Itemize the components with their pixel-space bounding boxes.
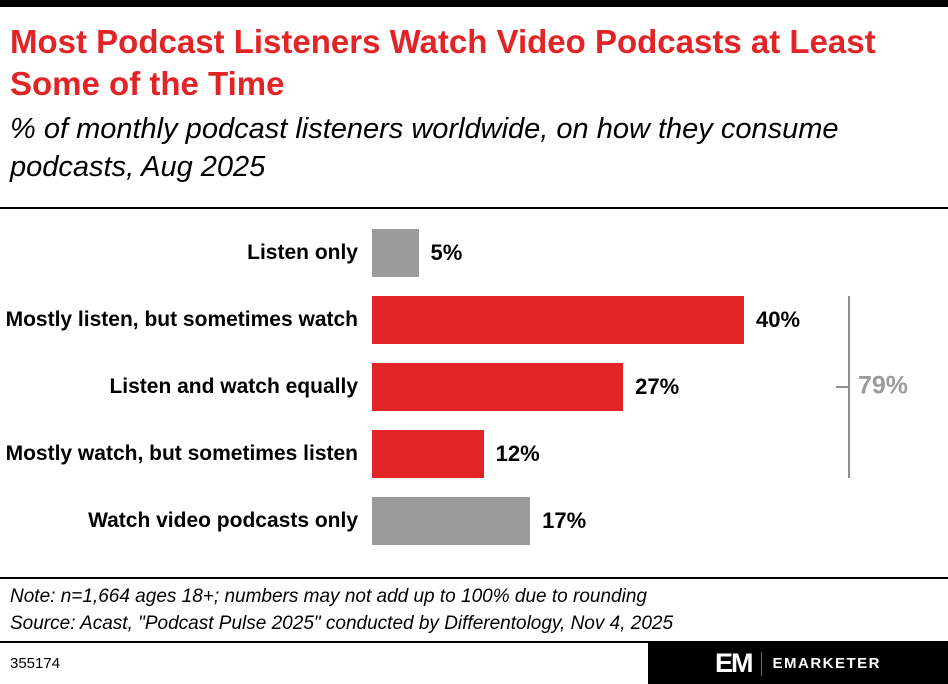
bracket-line: [848, 296, 850, 478]
header-divider: [0, 207, 948, 209]
chart-subtitle: % of monthly podcast listeners worldwide…: [10, 113, 839, 184]
bar: [372, 430, 484, 478]
bracket-label: 79%: [858, 371, 909, 400]
bar-row-mostly-watch: Mostly watch, but sometimes listen 12%: [0, 430, 948, 478]
top-border-rule: [0, 0, 948, 7]
category-label: Listen only: [247, 240, 358, 264]
notes-block: Note: n=1,664 ages 18+; numbers may not …: [0, 579, 948, 641]
notes-divider: [0, 577, 948, 579]
category-label: Mostly watch, but sometimes listen: [5, 441, 358, 465]
value-label: 40%: [756, 307, 801, 332]
category-label: Watch video podcasts only: [88, 508, 358, 532]
note-text: Note: n=1,664 ages 18+; numbers may not …: [10, 586, 647, 607]
bar-track: 17%: [372, 497, 948, 545]
bar-row-listen-only: Listen only 5%: [0, 229, 948, 277]
bar-track: 27%: [372, 363, 948, 411]
emarketer-wordmark: EMARKETER: [772, 655, 881, 672]
bar-chart: Listen only 5% Mostly listen, but someti…: [0, 209, 948, 577]
emarketer-logo: EM EMARKETER: [648, 643, 948, 684]
bracket-tick: [836, 386, 848, 388]
emarketer-logo-mark-icon: EM: [714, 648, 753, 678]
source-text: Source: Acast, "Podcast Pulse 2025" cond…: [10, 612, 674, 634]
value-label: 17%: [542, 508, 587, 533]
category-label: Listen and watch equally: [109, 374, 358, 398]
value-label: 5%: [430, 240, 463, 265]
bar-row-listen-watch-equally: Listen and watch equally 27%: [0, 363, 948, 411]
bar-row-mostly-listen: Mostly listen, but sometimes watch 40%: [0, 296, 948, 344]
bar-track: 12%: [372, 430, 948, 478]
bar-track: 40%: [372, 296, 948, 344]
chart-id: 355174: [10, 655, 61, 672]
footer-divider: [0, 641, 948, 643]
chart-header: Most Podcast Listeners Watch Video Podca…: [0, 7, 948, 207]
logo-separator: [761, 651, 763, 676]
bar: [372, 497, 531, 545]
bar-row-watch-only: Watch video podcasts only 17%: [0, 497, 948, 545]
group-bracket: 79%: [836, 296, 946, 478]
value-label: 27%: [635, 374, 680, 399]
value-label: 12%: [495, 441, 540, 466]
chart-title: Most Podcast Listeners Watch Video Podca…: [10, 23, 876, 102]
bar-rows: Listen only 5% Mostly listen, but someti…: [0, 229, 948, 545]
bar: [372, 363, 624, 411]
bar-track: 5%: [372, 229, 948, 277]
footer-bar: 355174 EM EMARKETER: [0, 643, 948, 684]
bar: [372, 296, 744, 344]
category-label: Mostly listen, but sometimes watch: [5, 307, 358, 331]
bar: [372, 229, 419, 277]
